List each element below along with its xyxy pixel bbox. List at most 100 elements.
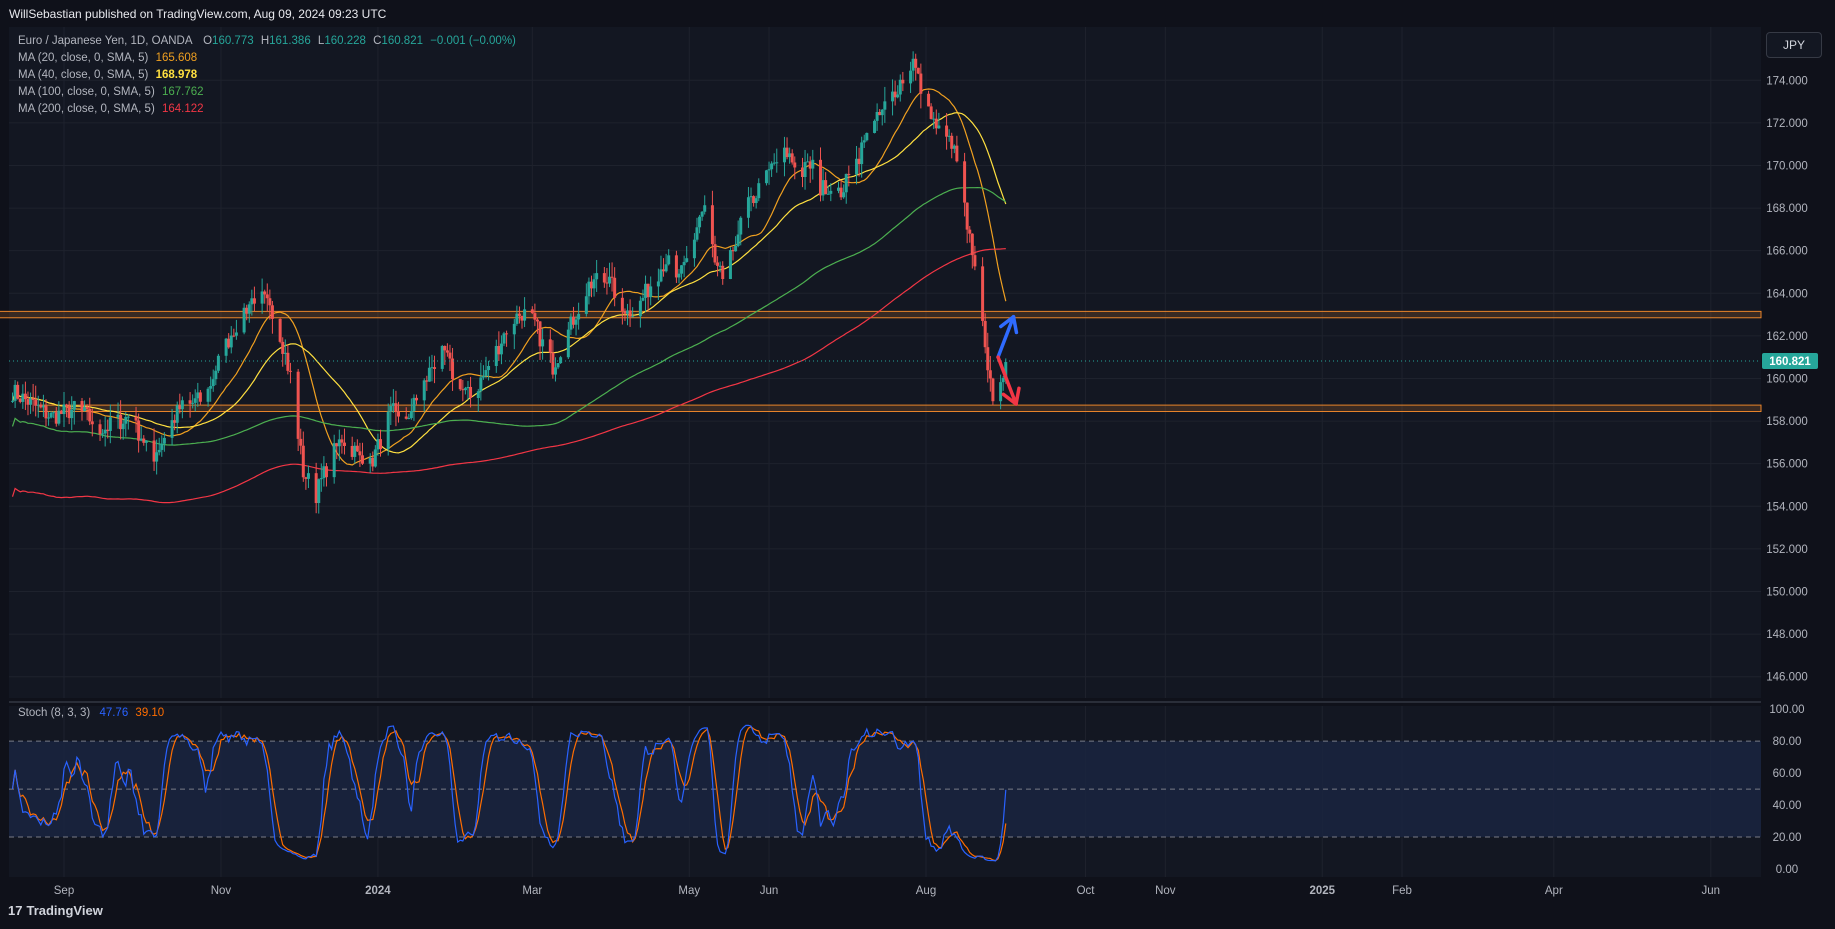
- candle-body: [21, 393, 25, 402]
- price-tick-label: 160.000: [1766, 373, 1808, 385]
- ma40-legend[interactable]: MA (40, close, 0, SMA, 5) 168.978: [18, 69, 197, 81]
- candle-body: [520, 315, 524, 321]
- candle-body: [754, 198, 758, 204]
- candle-body: [837, 187, 841, 191]
- candle-body: [911, 58, 915, 71]
- candle-body: [1004, 362, 1008, 378]
- candle-body: [121, 423, 125, 430]
- arrow-down-annotation[interactable]: [996, 355, 1021, 406]
- candle-body: [116, 414, 120, 418]
- candle-body: [196, 392, 200, 399]
- candle-body: [376, 439, 380, 450]
- low-value: 160.228: [324, 35, 366, 47]
- open-label: O: [203, 35, 213, 47]
- candle-body: [306, 473, 310, 479]
- stoch-tick-label: 100.00: [1769, 704, 1804, 716]
- candle-body: [656, 281, 660, 287]
- ma20-legend[interactable]: MA (20, close, 0, SMA, 5) 165.608: [18, 52, 197, 64]
- arrow-down-head: [1001, 386, 1021, 406]
- candle-body: [160, 443, 164, 450]
- candle-body: [559, 357, 563, 364]
- candle-body: [358, 451, 362, 456]
- candle-body: [216, 355, 220, 371]
- resistance-zone[interactable]: [0, 310, 1762, 319]
- candle-body: [595, 273, 599, 280]
- candle-body: [587, 281, 591, 297]
- currency-button[interactable]: JPY: [1766, 32, 1822, 58]
- candle-body: [445, 350, 449, 353]
- candle-body: [999, 382, 1003, 402]
- candle-body: [764, 170, 768, 184]
- candle-body: [556, 363, 560, 368]
- candle-body: [443, 345, 447, 351]
- candle-body: [530, 309, 534, 314]
- candle-body: [749, 196, 753, 198]
- candle-body: [757, 183, 761, 199]
- candle-body: [106, 429, 110, 431]
- time-tick-label: Nov: [1155, 885, 1176, 897]
- candle-body: [108, 417, 112, 431]
- price-tick-label: 168.000: [1766, 203, 1808, 215]
- candle-body: [487, 365, 491, 371]
- candle-body: [342, 442, 346, 446]
- candle-body: [710, 205, 714, 245]
- ma200-value: 164.122: [161, 103, 204, 115]
- candle-body: [772, 162, 776, 164]
- price-pane[interactable]: [9, 27, 1761, 698]
- candle-body: [461, 389, 465, 391]
- candle-body: [70, 409, 74, 419]
- candle-body: [232, 335, 236, 337]
- ma-40-line[interactable]: [11, 112, 1007, 454]
- candle-body: [214, 370, 218, 380]
- footer-brand[interactable]: 17 TradingView: [8, 903, 103, 918]
- price-tick-label: 174.000: [1766, 75, 1808, 87]
- candle-body: [716, 262, 720, 266]
- candle-body: [1001, 377, 1005, 383]
- candle-body: [85, 406, 89, 409]
- candle-body: [72, 401, 76, 410]
- stoch-tick-label: 80.00: [1773, 736, 1802, 748]
- time-tick-label: Jun: [1702, 885, 1721, 897]
- ma-200-line[interactable]: [11, 248, 1006, 504]
- candle-body: [425, 380, 429, 382]
- candle-body: [785, 147, 789, 158]
- candle-body: [494, 345, 498, 366]
- candle-body: [875, 112, 879, 121]
- stoch-k-line[interactable]: [11, 724, 1007, 862]
- candle-body: [986, 347, 990, 371]
- candle-body: [638, 300, 642, 317]
- stoch-legend[interactable]: Stoch (8, 3, 3) 47.76 39.10: [18, 707, 164, 719]
- low-label: L: [317, 35, 325, 47]
- candle-body: [288, 370, 292, 372]
- candle-body: [250, 298, 254, 305]
- candle-body: [355, 445, 359, 452]
- candle-body: [574, 319, 578, 325]
- candle-body: [13, 384, 17, 401]
- arrow-up-annotation[interactable]: [996, 314, 1019, 359]
- price-tick-label: 148.000: [1766, 629, 1808, 641]
- candle-body: [808, 161, 812, 169]
- candle-body: [646, 283, 650, 298]
- candle-body: [57, 410, 61, 424]
- ma-100-line[interactable]: [11, 186, 1007, 446]
- ma100-legend[interactable]: MA (100, close, 0, SMA, 5) 167.762: [18, 86, 204, 98]
- candle-body: [800, 167, 804, 177]
- candle-body: [512, 323, 516, 335]
- candles[interactable]: [11, 51, 1008, 514]
- candle-body: [157, 449, 161, 453]
- candle-body: [909, 70, 913, 84]
- ma200-legend[interactable]: MA (200, close, 0, SMA, 5) 164.122: [18, 103, 204, 115]
- candle-body: [970, 233, 974, 256]
- candle-body: [803, 162, 807, 177]
- candle-body: [427, 367, 431, 382]
- candle-body: [589, 281, 593, 289]
- candle-body: [682, 261, 686, 266]
- candle-body: [469, 386, 473, 398]
- candle-body: [394, 403, 398, 412]
- time-tick-label: 2025: [1309, 885, 1335, 897]
- stoch-d-line[interactable]: [11, 726, 1007, 862]
- candle-body: [286, 352, 290, 371]
- candle-body: [898, 79, 902, 95]
- candle-body: [728, 250, 732, 280]
